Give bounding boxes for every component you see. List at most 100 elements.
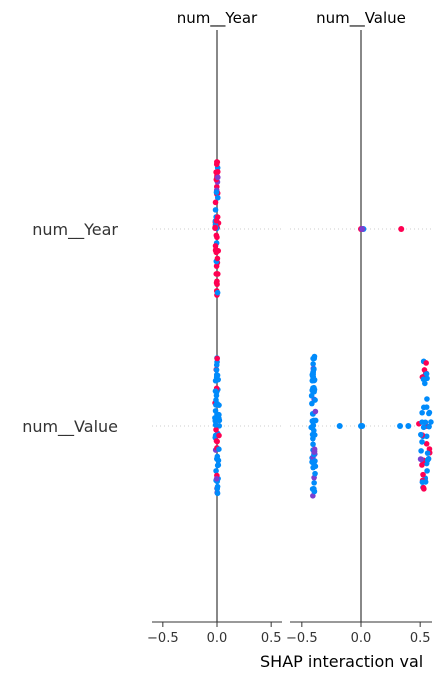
point-p2-c1-68	[308, 424, 315, 431]
point-p2-c2-13	[419, 462, 425, 468]
point-p2-c2-14	[424, 468, 430, 474]
x-axes: −0.5 0.0 0.5 −0.5 0.0 0.5	[147, 621, 432, 646]
x-tick-label-p1-1: 0.0	[207, 631, 228, 646]
x-tick-label-p2-0: −0.5	[286, 631, 318, 646]
point-p2-c2-42	[426, 423, 432, 430]
point-p1-c1-53	[214, 281, 220, 288]
point-p1-c1-42	[213, 189, 220, 196]
row-guide-lines	[152, 228, 432, 427]
panel-title-2: num__Value	[316, 9, 406, 28]
point-p2-c1-67	[311, 366, 317, 373]
point-p2-c2-52	[423, 360, 429, 366]
point-p2-c2-25	[421, 404, 427, 411]
point-p1-c2-12	[213, 426, 219, 433]
point-p1-c2-17	[213, 468, 219, 474]
point-p2-c2-44	[424, 396, 430, 402]
point-p1-c1-36	[215, 248, 222, 254]
point-p2-c1-39	[310, 355, 316, 362]
point-p2-c1-36	[312, 408, 319, 415]
point-p2-single-4	[336, 423, 343, 429]
point-p1-c2-49	[212, 418, 219, 424]
point-p1-c2-48	[214, 438, 220, 445]
row-labels: num__Year num__Value	[22, 220, 118, 437]
point-p1-c1-50	[213, 169, 220, 176]
point-p2-c2-3	[423, 441, 430, 447]
point-p2-c2-31	[420, 424, 427, 431]
point-p1-c1-46	[214, 159, 221, 165]
point-p2-c2-50	[419, 479, 426, 485]
x-tick-label-p2-2: 0.5	[410, 631, 431, 646]
point-p2-c1-65	[309, 400, 315, 407]
point-p2-c2-54	[418, 456, 425, 463]
point-p2-c2-32	[424, 457, 431, 464]
point-p2-c2-48	[422, 380, 428, 387]
point-p1-c2-57	[212, 377, 219, 384]
point-p2-c2-51	[420, 484, 427, 491]
point-p2-c1-53	[309, 486, 316, 492]
point-p1-c1-49	[212, 207, 219, 213]
point-p2-c1-60	[312, 463, 319, 470]
point-p2-c2-47	[419, 439, 425, 445]
point-p1-c1-51	[212, 199, 219, 206]
point-p2-c1-57	[309, 431, 316, 438]
point-p2-c1-66	[309, 377, 316, 384]
point-p1-c1-54	[214, 174, 221, 181]
point-p2-c2-23	[419, 409, 425, 416]
point-p2-c2-41	[418, 448, 424, 454]
point-p1-c2-50	[213, 397, 219, 403]
point-p2-c2-53	[419, 419, 425, 425]
point-p1-c2-43	[215, 457, 222, 464]
point-p2-c1-27	[311, 480, 317, 486]
point-p1-c1-48	[214, 255, 221, 262]
point-p2-c2-43	[418, 431, 424, 438]
point-p1-c2-14	[212, 408, 219, 414]
point-p1-c1-52	[213, 217, 220, 224]
point-p1-c2-35	[214, 462, 221, 469]
point-p1-c2-28	[212, 422, 219, 428]
point-p1-c2-33	[213, 392, 220, 399]
point-p2-single-6	[359, 423, 366, 429]
point-p2-single-8	[405, 423, 412, 429]
point-p2-c2-26	[420, 471, 426, 478]
point-p1-c1-24	[214, 194, 221, 201]
point-p1-c2-46	[212, 388, 219, 394]
point-p1-c2-37	[214, 485, 221, 492]
point-p1-c2-58	[214, 490, 221, 497]
point-p2-single-3	[398, 226, 405, 232]
point-p2-c1-59	[311, 449, 317, 455]
point-p1-c2-54	[214, 355, 220, 362]
point-p2-c1-40	[310, 493, 316, 499]
shap-points	[212, 159, 434, 499]
point-p2-c1-20	[308, 392, 315, 399]
point-p1-c1-12	[213, 232, 220, 239]
point-p2-c1-63	[309, 387, 316, 393]
row-label-num-year: num__Year	[32, 220, 118, 240]
point-p1-c2-18	[216, 411, 222, 418]
point-p2-single-7	[397, 423, 404, 429]
zero-lines	[216, 30, 362, 622]
point-p2-c2-40	[424, 450, 431, 456]
point-p1-c1-39	[214, 271, 221, 277]
point-p1-c2-47	[216, 402, 222, 408]
point-p2-c1-5	[310, 361, 316, 367]
point-p2-single-2	[359, 226, 366, 232]
point-p1-c2-59	[216, 432, 222, 439]
point-p2-c1-58	[312, 458, 318, 464]
point-p2-c2-45	[423, 371, 430, 377]
x-tick-label-p1-2: 0.5	[261, 631, 282, 646]
x-axis-label: SHAP interaction val	[260, 652, 423, 671]
x-tick-label-p2-1: 0.0	[351, 631, 372, 646]
point-p2-c1-54	[312, 397, 318, 403]
point-p1-c2-56	[216, 446, 222, 452]
point-p1-c1-25	[214, 289, 221, 296]
point-p2-c2-46	[426, 410, 432, 417]
point-p1-c2-45	[213, 476, 220, 482]
point-p2-c1-61	[310, 418, 317, 425]
panel-title-1: num__Year	[177, 9, 258, 28]
point-p1-c1-41	[212, 224, 218, 231]
point-p2-c1-1	[310, 441, 316, 448]
row-label-num-value: num__Value	[22, 417, 118, 437]
x-tick-label-p1-0: −0.5	[147, 631, 179, 646]
point-p1-c2-55	[213, 367, 220, 373]
